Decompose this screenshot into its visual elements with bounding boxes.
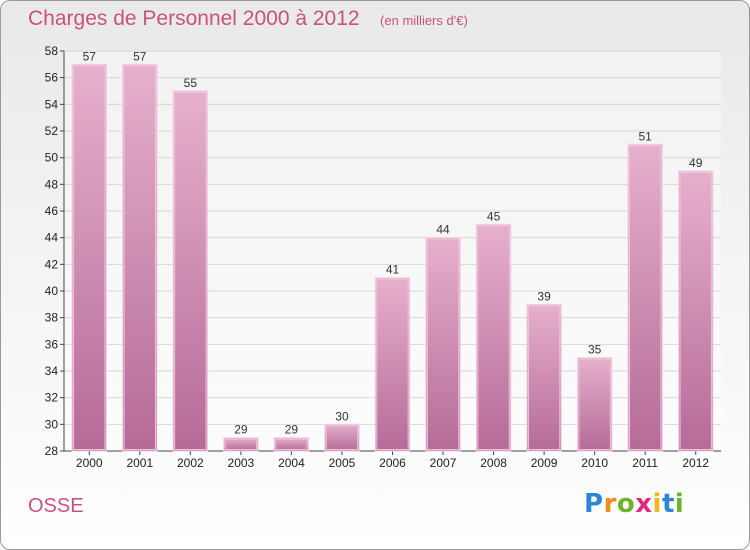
bar: [475, 223, 512, 452]
y-tick-label: 40: [45, 284, 59, 298]
bar-inner-edge: [629, 145, 662, 450]
logo-letter: x: [635, 489, 653, 519]
value-label: 51: [639, 129, 653, 143]
logo-letter: r: [603, 489, 617, 519]
y-tick-label: 58: [45, 44, 59, 58]
bar: [172, 90, 209, 452]
value-label: 41: [386, 263, 400, 277]
bar-inner-edge: [376, 278, 409, 450]
bar-inner-edge: [73, 65, 106, 450]
bar: [374, 277, 411, 452]
y-tick-label: 52: [45, 124, 59, 138]
value-label: 30: [335, 409, 349, 423]
x-tick-label: 2008: [480, 456, 507, 470]
logo-letter: i: [652, 489, 662, 519]
y-tick-label: 48: [45, 177, 59, 191]
bar-inner-edge: [527, 305, 561, 451]
bar: [678, 170, 714, 452]
proxiti-logo: Proxiti: [584, 489, 684, 519]
x-tick-label: 2002: [177, 456, 204, 470]
logo-letter: P: [584, 489, 604, 519]
value-label: 57: [133, 49, 147, 63]
bar: [576, 357, 613, 452]
y-tick-label: 46: [45, 204, 59, 218]
y-tick-label: 36: [45, 337, 59, 351]
y-tick-label: 34: [45, 364, 59, 378]
y-tick-label: 28: [45, 444, 59, 458]
bar-inner-edge: [275, 438, 308, 450]
x-tick-label: 2012: [682, 456, 709, 470]
y-tick-label: 30: [45, 417, 59, 431]
bar: [71, 63, 107, 452]
x-tick-label: 2004: [278, 456, 305, 470]
logo-letter: t: [661, 489, 675, 519]
value-label: 29: [234, 423, 248, 437]
y-tick-label: 38: [45, 311, 59, 325]
y-tick-label: 50: [45, 151, 59, 165]
y-tick-label: 44: [45, 231, 59, 245]
labels: 28 30 32 34 36 38 40 42 44 46 48 50 52 54 56 58 57 2000 57…: [45, 44, 710, 470]
y-tick-label: 56: [45, 71, 59, 85]
commune-name: OSSE: [28, 495, 84, 517]
value-label: 35: [588, 343, 602, 357]
y-tick-label: 32: [45, 391, 59, 405]
value-label: 49: [689, 156, 703, 170]
bar-inner-edge: [174, 92, 207, 450]
x-tick-label: 2011: [632, 456, 658, 470]
bar-inner-edge: [477, 225, 510, 450]
bar: [223, 437, 259, 452]
logo-letter: o: [616, 489, 636, 519]
chart-subtitle: (en milliers d'€): [380, 13, 468, 28]
value-label: 55: [184, 76, 198, 90]
x-tick-label: 2001: [126, 456, 153, 470]
bar-inner-edge: [123, 65, 156, 450]
value-label: 45: [487, 209, 501, 223]
y-tick-label: 54: [45, 97, 59, 111]
chart-header: Charges de Personnel 2000 à 2012 (en mil…: [28, 7, 468, 31]
x-tick-label: 2006: [379, 456, 406, 470]
value-label: 57: [83, 49, 97, 63]
chart-title: Charges de Personnel 2000 à 2012: [28, 7, 360, 30]
logo-letter: i: [674, 489, 685, 519]
value-label: 29: [285, 423, 299, 437]
bar-inner-edge: [426, 238, 460, 450]
x-tick-label: 2005: [329, 456, 356, 470]
value-label: 44: [436, 223, 450, 237]
x-tick-label: 2009: [531, 456, 558, 470]
x-tick-label: 2007: [430, 456, 457, 470]
bar: [324, 423, 360, 452]
y-tick-label: 42: [45, 257, 59, 271]
bar: [122, 63, 158, 452]
bar: [627, 143, 663, 452]
bar: [425, 237, 461, 452]
value-label: 39: [537, 289, 551, 303]
x-tick-label: 2010: [581, 456, 608, 470]
bar: [526, 303, 562, 452]
bar-inner-edge: [679, 172, 712, 450]
x-tick-label: 2000: [76, 456, 103, 470]
bar: [273, 437, 310, 452]
x-tick-label: 2003: [228, 456, 255, 470]
bar-inner-edge: [224, 438, 258, 450]
bar-inner-edge: [578, 358, 611, 450]
bars: [71, 63, 714, 452]
bar-inner-edge: [325, 425, 359, 451]
